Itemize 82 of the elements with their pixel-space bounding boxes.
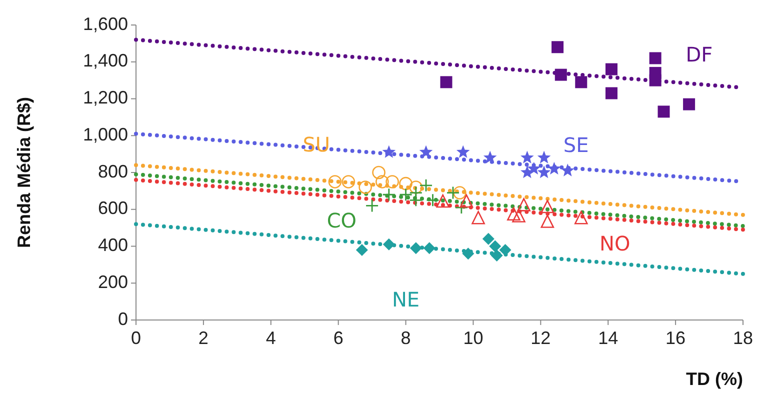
point bbox=[436, 194, 450, 208]
point bbox=[548, 162, 561, 174]
point bbox=[399, 188, 412, 202]
point bbox=[472, 210, 485, 224]
point bbox=[410, 242, 422, 254]
point bbox=[575, 76, 588, 88]
x-tick-label: 10 bbox=[463, 328, 484, 348]
series-label: NO bbox=[600, 232, 630, 256]
point bbox=[372, 166, 386, 180]
point bbox=[386, 175, 399, 188]
x-axis-title: TD (%) bbox=[686, 369, 743, 389]
y-tick-label: 1,600 bbox=[82, 14, 128, 34]
point bbox=[382, 188, 396, 202]
point bbox=[365, 198, 379, 212]
point bbox=[649, 52, 662, 64]
series-label: DF bbox=[686, 42, 713, 67]
series-label: SE bbox=[563, 133, 589, 158]
point bbox=[328, 175, 342, 188]
x-tick-label: 8 bbox=[400, 328, 411, 348]
point bbox=[683, 98, 696, 110]
series-label: NE bbox=[392, 288, 420, 312]
x-tick-label: 14 bbox=[598, 328, 618, 348]
point bbox=[537, 150, 551, 164]
x-tick-label: 2 bbox=[198, 328, 208, 348]
point bbox=[376, 175, 389, 188]
x-tick-label: 16 bbox=[666, 328, 686, 348]
x-tick-label: 6 bbox=[333, 328, 344, 348]
y-tick-label: 800 bbox=[98, 161, 128, 182]
x-tick-label: 4 bbox=[266, 328, 276, 348]
point bbox=[512, 209, 526, 222]
series-label: SU bbox=[302, 132, 330, 156]
series-label: CO bbox=[326, 208, 357, 232]
point bbox=[507, 207, 520, 221]
point bbox=[409, 193, 423, 207]
point bbox=[574, 210, 588, 224]
point bbox=[540, 200, 554, 214]
point bbox=[356, 244, 368, 256]
y-tick-label: 1,400 bbox=[82, 50, 128, 71]
x-tick-label: 12 bbox=[530, 328, 551, 348]
point bbox=[482, 232, 494, 245]
y-tick-label: 0 bbox=[118, 308, 128, 329]
point bbox=[453, 186, 466, 200]
point bbox=[658, 106, 670, 118]
y-tick-label: 600 bbox=[98, 198, 128, 218]
point bbox=[554, 68, 567, 81]
point bbox=[605, 63, 618, 76]
point bbox=[399, 176, 412, 190]
point bbox=[382, 238, 395, 250]
point bbox=[446, 186, 460, 200]
point bbox=[342, 175, 356, 188]
y-axis-title: Renda Média (R$) bbox=[14, 96, 34, 248]
point bbox=[419, 145, 433, 158]
point bbox=[489, 240, 502, 252]
point bbox=[649, 74, 662, 86]
point bbox=[560, 164, 574, 176]
y-tick-label: 1,000 bbox=[82, 124, 128, 144]
y-tick-label: 200 bbox=[98, 272, 128, 292]
point bbox=[483, 150, 497, 164]
point bbox=[520, 150, 534, 164]
point bbox=[419, 178, 433, 192]
point bbox=[537, 166, 551, 178]
x-tick-label: 0 bbox=[130, 328, 142, 348]
point bbox=[605, 87, 618, 100]
point bbox=[382, 145, 396, 158]
point bbox=[527, 162, 541, 174]
point bbox=[462, 248, 474, 260]
point bbox=[460, 194, 474, 208]
point bbox=[490, 249, 503, 262]
y-tick-label: 1,200 bbox=[82, 88, 128, 108]
point bbox=[426, 193, 440, 207]
point bbox=[358, 180, 372, 194]
point bbox=[440, 76, 452, 88]
point bbox=[456, 145, 470, 158]
point bbox=[517, 198, 530, 212]
point bbox=[552, 41, 564, 54]
point bbox=[423, 242, 436, 254]
point bbox=[499, 244, 512, 256]
point bbox=[540, 214, 554, 228]
x-tick-label: 18 bbox=[732, 328, 754, 348]
y-tick-label: 400 bbox=[98, 235, 128, 255]
point bbox=[454, 200, 468, 214]
point bbox=[409, 180, 423, 194]
